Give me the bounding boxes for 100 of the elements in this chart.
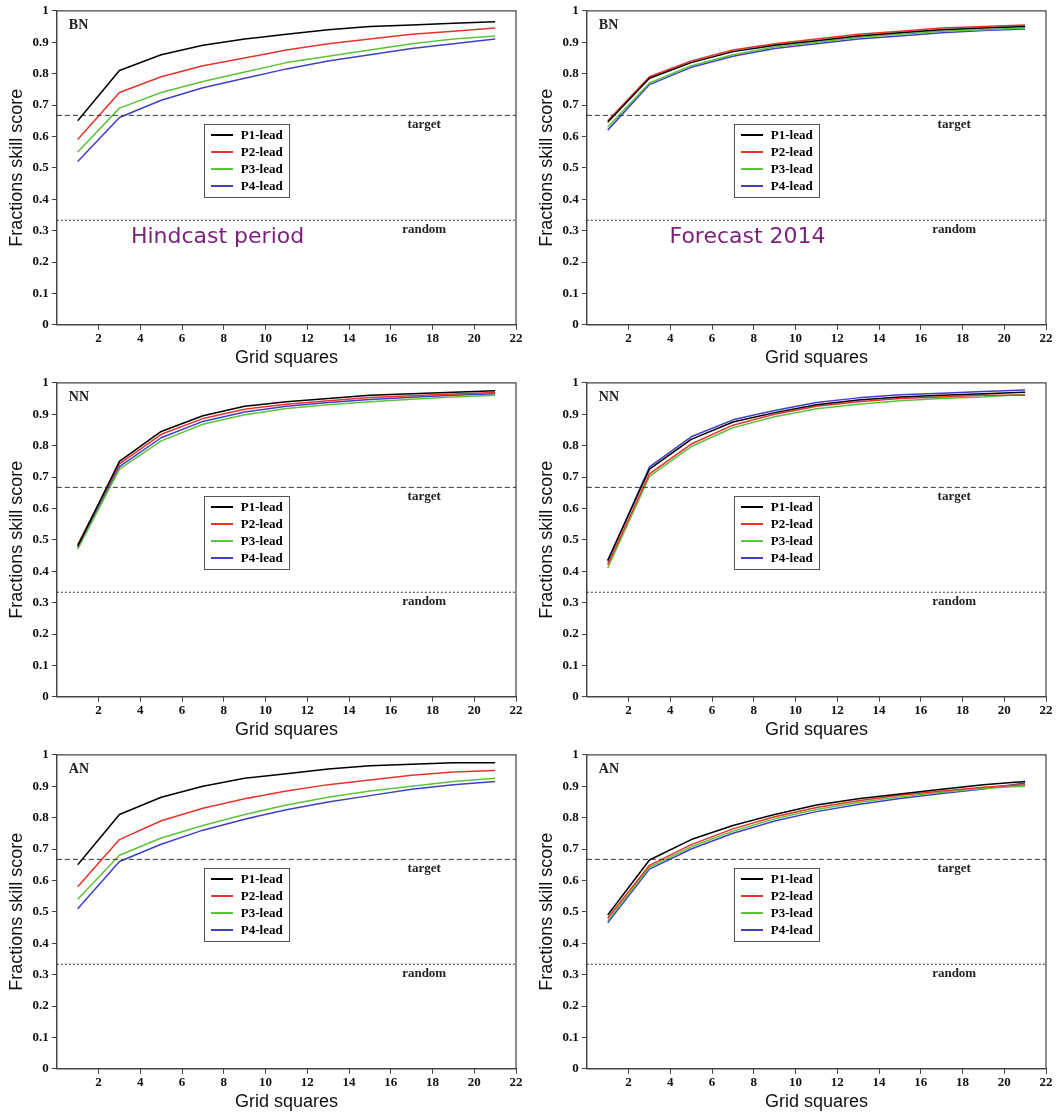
x-tick-label: 2 (625, 1073, 632, 1089)
y-tick-label: 0.2 (562, 253, 579, 269)
y-tick-label: 0.1 (562, 284, 579, 300)
y-tick-label: 0.5 (562, 159, 580, 175)
x-axis-title: Grid squares (764, 347, 868, 368)
legend-label: P1-lead (770, 499, 813, 516)
x-tick-label: 16 (914, 329, 928, 345)
x-tick-label: 14 (342, 1073, 357, 1089)
y-tick-label: 0.1 (32, 1028, 49, 1044)
x-tick-label: 12 (830, 329, 844, 345)
y-tick-label: 0.9 (32, 405, 50, 421)
ref-line-label: random (932, 965, 977, 981)
y-tick-label: 0.9 (32, 777, 50, 793)
x-tick-label: 12 (300, 329, 314, 345)
legend-label: P1-lead (240, 127, 283, 144)
y-axis-title: Fractions skill score (5, 460, 26, 619)
x-tick-label: 20 (467, 701, 481, 717)
x-tick-label: 10 (259, 329, 273, 345)
y-tick-label: 0.8 (562, 808, 580, 824)
x-tick-label: 12 (830, 701, 844, 717)
legend-label: P4-lead (770, 178, 813, 195)
x-tick-label: 8 (750, 1073, 758, 1089)
legend-label: P3-lead (770, 161, 813, 178)
x-tick-label: 20 (997, 329, 1011, 345)
legend-label: P4-lead (240, 550, 283, 567)
y-tick-label: 0.8 (32, 64, 50, 80)
legend-label: P1-lead (240, 871, 283, 888)
x-tick-label: 22 (1039, 1073, 1053, 1089)
y-tick-label: 0.2 (562, 625, 579, 641)
legend-label: P1-lead (770, 127, 813, 144)
ref-line-label: random (932, 221, 977, 237)
y-axis-title: Fractions skill score (5, 832, 26, 991)
y-axis-title: Fractions skill score (535, 88, 556, 247)
x-tick-label: 2 (625, 329, 632, 345)
y-tick-label: 0.6 (32, 871, 50, 887)
y-tick-label: 0.5 (562, 531, 580, 547)
y-tick-label: 0.5 (562, 903, 580, 919)
ref-line-label: target (937, 488, 972, 504)
x-tick-label: 2 (95, 701, 102, 717)
x-tick-label: 4 (137, 1073, 145, 1089)
x-tick-label: 22 (1039, 329, 1053, 345)
y-tick-label: 0.4 (32, 934, 50, 950)
y-tick-label: 0.1 (562, 1028, 579, 1044)
annotation: NN (68, 389, 90, 405)
x-tick-label: 8 (220, 329, 228, 345)
legend-label: P3-lead (240, 905, 283, 922)
x-tick-label: 6 (178, 329, 186, 345)
x-tick-label: 4 (137, 329, 145, 345)
annotation: BN (598, 17, 619, 33)
x-axis-title: Grid squares (234, 719, 338, 740)
legend-label: P2-lead (240, 516, 283, 533)
y-tick-label: 0.4 (32, 562, 50, 578)
x-tick-label: 16 (914, 1073, 928, 1089)
x-tick-label: 18 (956, 1073, 970, 1089)
legend-label: P4-lead (240, 178, 283, 195)
legend-label: P1-lead (240, 499, 283, 516)
legend-label: P2-lead (240, 888, 283, 905)
x-tick-label: 20 (467, 329, 481, 345)
legend-label: P2-lead (770, 888, 813, 905)
legend-label: P3-lead (240, 533, 283, 550)
y-tick-label: 0.6 (562, 499, 580, 515)
y-tick-label: 0.1 (32, 656, 49, 672)
y-tick-label: 0.9 (32, 33, 50, 49)
x-tick-label: 18 (426, 329, 440, 345)
y-tick-label: 0.1 (32, 284, 49, 300)
x-tick-label: 18 (956, 701, 970, 717)
x-tick-label: 10 (789, 329, 803, 345)
x-axis-title: Grid squares (234, 1091, 338, 1112)
x-tick-label: 12 (300, 701, 314, 717)
y-tick-label: 0.4 (562, 190, 580, 206)
y-tick-label: 0.5 (32, 159, 50, 175)
y-tick-label: 0 (572, 688, 579, 704)
x-tick-label: 14 (342, 701, 357, 717)
x-tick-label: 10 (259, 1073, 273, 1089)
y-tick-label: 0.6 (562, 127, 580, 143)
y-tick-label: 0.3 (562, 965, 580, 981)
x-tick-label: 4 (667, 329, 675, 345)
x-tick-label: 16 (914, 701, 928, 717)
ref-line-label: target (407, 116, 442, 132)
x-tick-label: 20 (997, 1073, 1011, 1089)
x-tick-label: 14 (872, 1073, 887, 1089)
annotation: Hindcast period (130, 222, 305, 248)
y-tick-label: 0.4 (562, 934, 580, 950)
legend-label: P2-lead (240, 144, 283, 161)
ref-line-label: target (407, 860, 442, 876)
annotation: AN (598, 761, 620, 777)
y-tick-label: 0.8 (562, 64, 580, 80)
y-tick-label: 1 (42, 374, 49, 390)
x-tick-label: 12 (830, 1073, 844, 1089)
x-tick-label: 6 (178, 1073, 186, 1089)
y-tick-label: 1 (572, 746, 579, 762)
x-tick-label: 2 (625, 701, 632, 717)
x-tick-label: 8 (750, 701, 758, 717)
x-tick-label: 2 (95, 329, 102, 345)
y-tick-label: 0.5 (32, 903, 50, 919)
legend-label: P3-lead (770, 533, 813, 550)
x-tick-label: 4 (667, 701, 675, 717)
y-tick-label: 1 (42, 2, 49, 18)
legend-label: P1-lead (770, 871, 813, 888)
x-tick-label: 16 (384, 329, 398, 345)
